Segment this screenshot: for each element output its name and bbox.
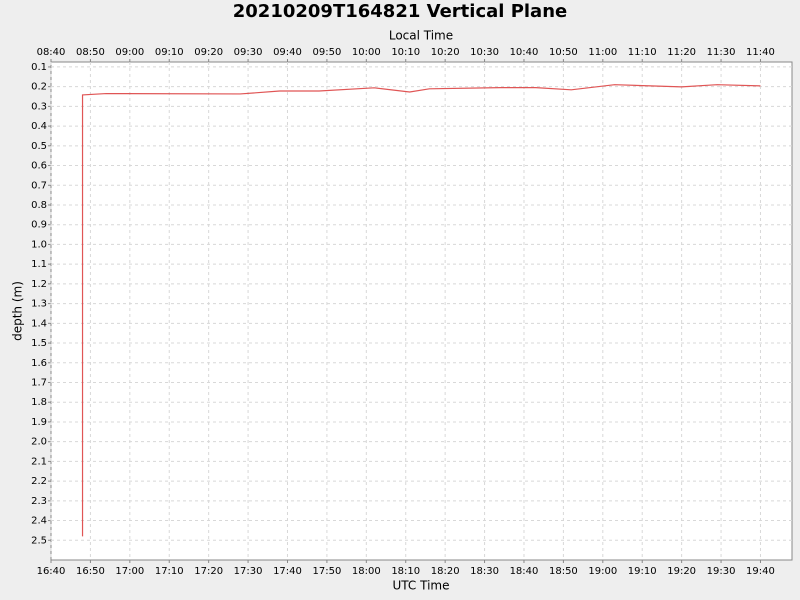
x2-tick-label: 11:30 — [707, 47, 736, 58]
x2-tick-label: 10:50 — [549, 47, 578, 58]
x-tick-label: 19:00 — [588, 566, 617, 577]
y-tick-label: 0.6 — [31, 161, 47, 172]
y-axis-title: depth (m) — [11, 281, 25, 341]
y-tick-label: 1.9 — [31, 417, 47, 428]
y-tick-label: 2.5 — [31, 535, 47, 546]
y-tick-label: 0.8 — [31, 200, 47, 211]
x2-tick-label: 11:40 — [746, 47, 775, 58]
x-tick-label: 17:10 — [155, 566, 184, 577]
x2-tick-label: 10:00 — [352, 47, 381, 58]
x-tick-label: 19:10 — [628, 566, 657, 577]
x2-tick-label: 09:00 — [115, 47, 144, 58]
chart-title: 20210209T164821 Vertical Plane — [233, 1, 567, 22]
y-tick-label: 2.3 — [31, 496, 47, 507]
y-tick-label: 0.7 — [31, 180, 47, 191]
x2-tick-label: 08:40 — [37, 47, 66, 58]
y-tick-label: 1.0 — [31, 239, 47, 250]
y-tick-label: 1.2 — [31, 279, 47, 290]
x2-tick-label: 09:20 — [194, 47, 223, 58]
y-tick-label: 0.3 — [31, 101, 47, 112]
x-tick-label: 17:50 — [312, 566, 341, 577]
x-tick-label: 17:30 — [234, 566, 263, 577]
x2-tick-label: 09:10 — [155, 47, 184, 58]
y-tick-label: 2.2 — [31, 476, 47, 487]
x-tick-label: 17:40 — [273, 566, 302, 577]
x2-axis-title: Local Time — [389, 29, 453, 43]
y-tick-label: 1.5 — [31, 338, 47, 349]
x2-tick-label: 10:30 — [470, 47, 499, 58]
x-tick-label: 18:40 — [510, 566, 539, 577]
x2-tick-label: 09:30 — [234, 47, 263, 58]
x-tick-label: 17:20 — [194, 566, 223, 577]
x-axis-title: UTC Time — [393, 579, 450, 593]
y-tick-label: 0.4 — [31, 121, 47, 132]
data-line — [81, 84, 761, 537]
x-tick-label: 17:00 — [115, 566, 144, 577]
y-tick-label: 2.0 — [31, 437, 47, 448]
y-tick-label: 1.6 — [31, 358, 47, 369]
x-tick-label: 16:40 — [37, 566, 66, 577]
y-tick-label: 2.1 — [31, 456, 47, 467]
x2-tick-label: 10:10 — [391, 47, 420, 58]
x-tick-label: 18:50 — [549, 566, 578, 577]
x-tick-label: 19:30 — [707, 566, 736, 577]
y-tick-label: 1.1 — [31, 259, 47, 270]
x2-tick-label: 11:00 — [588, 47, 617, 58]
x2-tick-label: 09:40 — [273, 47, 302, 58]
y-tick-label: 0.2 — [31, 82, 47, 93]
y-tick-label: 2.4 — [31, 516, 47, 527]
x2-tick-label: 08:50 — [76, 47, 105, 58]
x-tick-label: 16:50 — [76, 566, 105, 577]
x2-tick-label: 10:20 — [431, 47, 460, 58]
y-tick-label: 0.5 — [31, 141, 47, 152]
x-tick-label: 18:20 — [431, 566, 460, 577]
x2-tick-label: 11:20 — [667, 47, 696, 58]
x-tick-label: 19:20 — [667, 566, 696, 577]
x-tick-label: 18:30 — [470, 566, 499, 577]
y-tick-label: 1.3 — [31, 299, 47, 310]
y-tick-label: 0.1 — [31, 62, 47, 73]
y-tick-label: 1.7 — [31, 377, 47, 388]
x2-tick-label: 10:40 — [510, 47, 539, 58]
x-tick-label: 19:40 — [746, 566, 775, 577]
y-tick-label: 0.9 — [31, 220, 47, 231]
x-tick-label: 18:10 — [391, 566, 420, 577]
x2-tick-label: 11:10 — [628, 47, 657, 58]
y-tick-label: 1.8 — [31, 397, 47, 408]
plot-area — [50, 61, 793, 561]
y-tick-label: 1.4 — [31, 318, 47, 329]
x-tick-label: 18:00 — [352, 566, 381, 577]
x2-tick-label: 09:50 — [312, 47, 341, 58]
